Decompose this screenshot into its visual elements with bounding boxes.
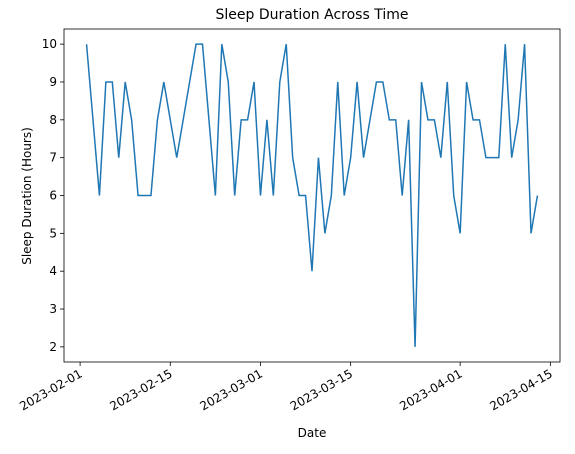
y-tick-label: 4	[49, 264, 57, 278]
y-tick-label: 10	[42, 37, 57, 51]
x-tick-label: 2023-04-15	[487, 366, 554, 413]
x-tick-label: 2023-03-01	[198, 366, 265, 413]
y-tick-label: 2	[49, 340, 57, 354]
y-tick-label: 3	[49, 302, 57, 316]
chart-title: Sleep Duration Across Time	[216, 7, 409, 23]
x-tick-label: 2023-04-01	[397, 366, 464, 413]
y-tick-label: 9	[49, 75, 57, 89]
x-axis-label: Date	[298, 426, 327, 440]
x-tick-label: 2023-02-01	[17, 366, 84, 413]
plot-frame	[63, 28, 561, 363]
y-tick-label: 7	[49, 151, 57, 165]
y-axis-label: Sleep Duration (Hours)	[20, 127, 34, 265]
x-tick-label: 2023-02-15	[107, 366, 174, 413]
y-tick-label: 8	[49, 113, 57, 127]
x-tick-label: 2023-03-15	[288, 366, 355, 413]
y-tick-label: 5	[49, 226, 57, 240]
y-tick-label: 6	[49, 189, 57, 203]
line	[85, 43, 539, 347]
